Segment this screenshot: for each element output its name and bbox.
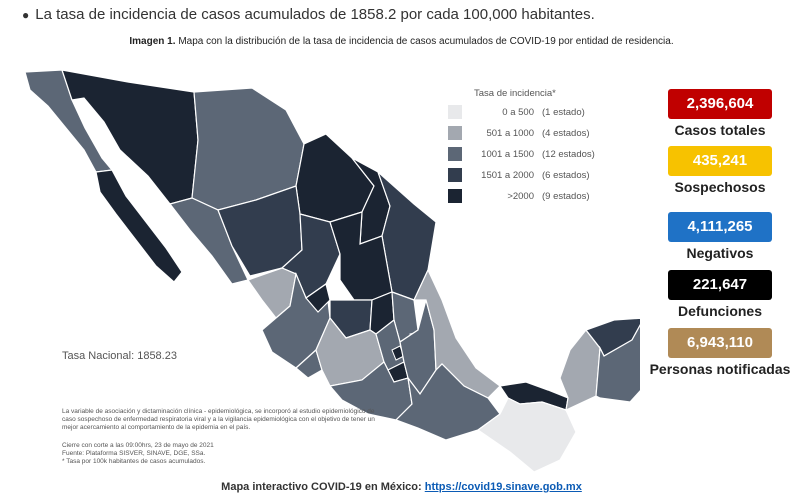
- figure-caption: Imagen 1. Mapa con la distribución de la…: [0, 36, 803, 47]
- rate-note: * Tasa por 100k habitantes de casos acum…: [62, 458, 206, 465]
- stat-value-box: 6,943,110: [668, 328, 772, 358]
- stat-value-box: 435,241: [668, 146, 772, 176]
- legend-item: 1001 a 1500 (12 estados): [448, 147, 608, 161]
- state-coahuila[interactable]: [295, 133, 375, 223]
- stat-defunciones: 221,647 Defunciones: [638, 270, 802, 319]
- footer: Mapa interactivo COVID-19 en México: htt…: [0, 481, 803, 493]
- stat-sospechosos: 435,241 Sospechosos: [638, 146, 802, 195]
- legend-count: (12 estados): [542, 148, 595, 160]
- stat-label: Defunciones: [677, 303, 762, 319]
- stat-negativos: 4,111,265 Negativos: [638, 212, 802, 261]
- legend-count: (6 estados): [542, 169, 590, 181]
- legend-item: 501 a 1000 (4 estados): [448, 126, 608, 140]
- stat-personas-notificadas: 6,943,110 Personas notificadas: [638, 328, 802, 377]
- stat-value-box: 2,396,604: [668, 89, 772, 119]
- stat-casos-totales: 2,396,604 Casos totales: [638, 89, 802, 138]
- source-notes: Cierre con corte a las 09:00hrs, 23 de m…: [62, 442, 382, 466]
- methodology-note: La variable de asociación y dictaminació…: [62, 408, 375, 431]
- covid-map-link[interactable]: https://covid19.sinave.gob.mx: [424, 481, 582, 493]
- legend-swatch: [448, 189, 462, 203]
- legend-swatch: [448, 168, 462, 182]
- cutoff-note: Cierre con corte a las 09:00hrs, 23 de m…: [62, 442, 214, 449]
- legend-count: (4 estados): [542, 127, 590, 139]
- state-quintana-roo[interactable]: [595, 318, 640, 403]
- state-chiapas[interactable]: [476, 397, 577, 473]
- caption-label: Imagen 1.: [129, 36, 176, 47]
- legend-swatch: [448, 126, 462, 140]
- stat-label: Personas notificadas: [649, 361, 791, 377]
- tasa-nacional: Tasa Nacional: 1858.23: [62, 350, 177, 362]
- source-note: Fuente: Plataforma SISVER, SINAVE, DGE, …: [62, 450, 206, 457]
- summary-bullet: ● La tasa de incidencia de casos acumulad…: [22, 6, 595, 23]
- stat-label: Casos totales: [674, 122, 766, 138]
- state-baja-california-sur[interactable]: [95, 169, 183, 283]
- legend-count: (1 estado): [542, 106, 585, 118]
- stat-value-box: 221,647: [668, 270, 772, 300]
- legend-item: 0 a 500 (1 estado): [448, 105, 608, 119]
- legend-range: 1001 a 1500: [481, 148, 534, 160]
- bullet-dot: ●: [22, 8, 30, 22]
- stat-label: Negativos: [686, 245, 754, 261]
- legend-range: 501 a 1000: [486, 127, 534, 139]
- legend-swatch: [448, 105, 462, 119]
- legend: Tasa de incidencia* 0 a 500 (1 estado) 5…: [448, 88, 608, 210]
- legend-title: Tasa de incidencia*: [474, 88, 556, 99]
- legend-count: (9 estados): [542, 190, 590, 202]
- legend-item: >2000 (9 estados): [448, 189, 608, 203]
- caption-text: Mapa con la distribución de la tasa de i…: [178, 36, 674, 47]
- mexico-map: [24, 69, 640, 473]
- stat-value-box: 4,111,265: [668, 212, 772, 242]
- legend-item: 1501 a 2000 (6 estados): [448, 168, 608, 182]
- legend-range: 1501 a 2000: [481, 169, 534, 181]
- stat-label: Sospechosos: [674, 179, 766, 195]
- footer-label: Mapa interactivo COVID-19 en México:: [221, 481, 422, 493]
- legend-swatch: [448, 147, 462, 161]
- legend-range: >2000: [507, 190, 534, 202]
- state-sonora[interactable]: [61, 69, 199, 205]
- legend-range: 0 a 500: [502, 106, 534, 118]
- summary-text: La tasa de incidencia de casos acumulado…: [35, 6, 595, 23]
